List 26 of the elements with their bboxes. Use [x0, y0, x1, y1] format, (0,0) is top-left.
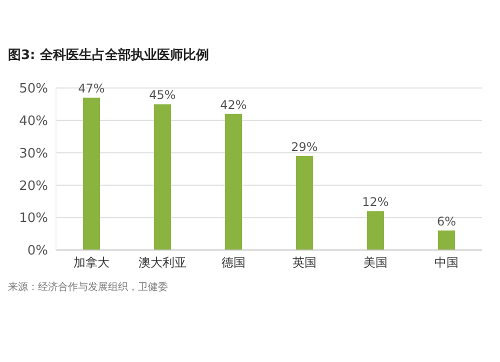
- y-tick-label: 20%: [19, 178, 48, 194]
- bar: [154, 104, 172, 250]
- bar: [438, 230, 456, 250]
- y-tick-label: 30%: [19, 146, 48, 162]
- data-label: 29%: [291, 140, 318, 154]
- data-label: 47%: [78, 82, 105, 96]
- data-label: 42%: [220, 98, 247, 112]
- bar: [366, 211, 384, 250]
- source-note: 来源：经济合作与发展组织，卫健委: [8, 280, 168, 294]
- chart-title: 图3: 全科医生占全部执业医师比例: [8, 46, 209, 64]
- x-tick-label: 英国: [292, 256, 316, 270]
- data-label: 6%: [436, 214, 456, 229]
- x-tick-label: 中国: [434, 256, 458, 270]
- x-tick-label: 德国: [222, 256, 246, 270]
- y-tick-label: 50%: [19, 82, 48, 97]
- x-tick-label: 澳大利亚: [138, 256, 186, 270]
- data-label: 45%: [149, 88, 176, 102]
- x-tick-label: 加拿大: [74, 256, 110, 270]
- y-tick-label: 40%: [19, 114, 48, 130]
- y-tick-label: 10%: [19, 211, 48, 226]
- y-tick-label: 0%: [27, 244, 48, 259]
- bar: [296, 156, 314, 250]
- x-tick-label: 美国: [364, 256, 388, 270]
- data-label: 12%: [362, 195, 389, 210]
- bar: [82, 98, 100, 250]
- bar: [224, 114, 242, 250]
